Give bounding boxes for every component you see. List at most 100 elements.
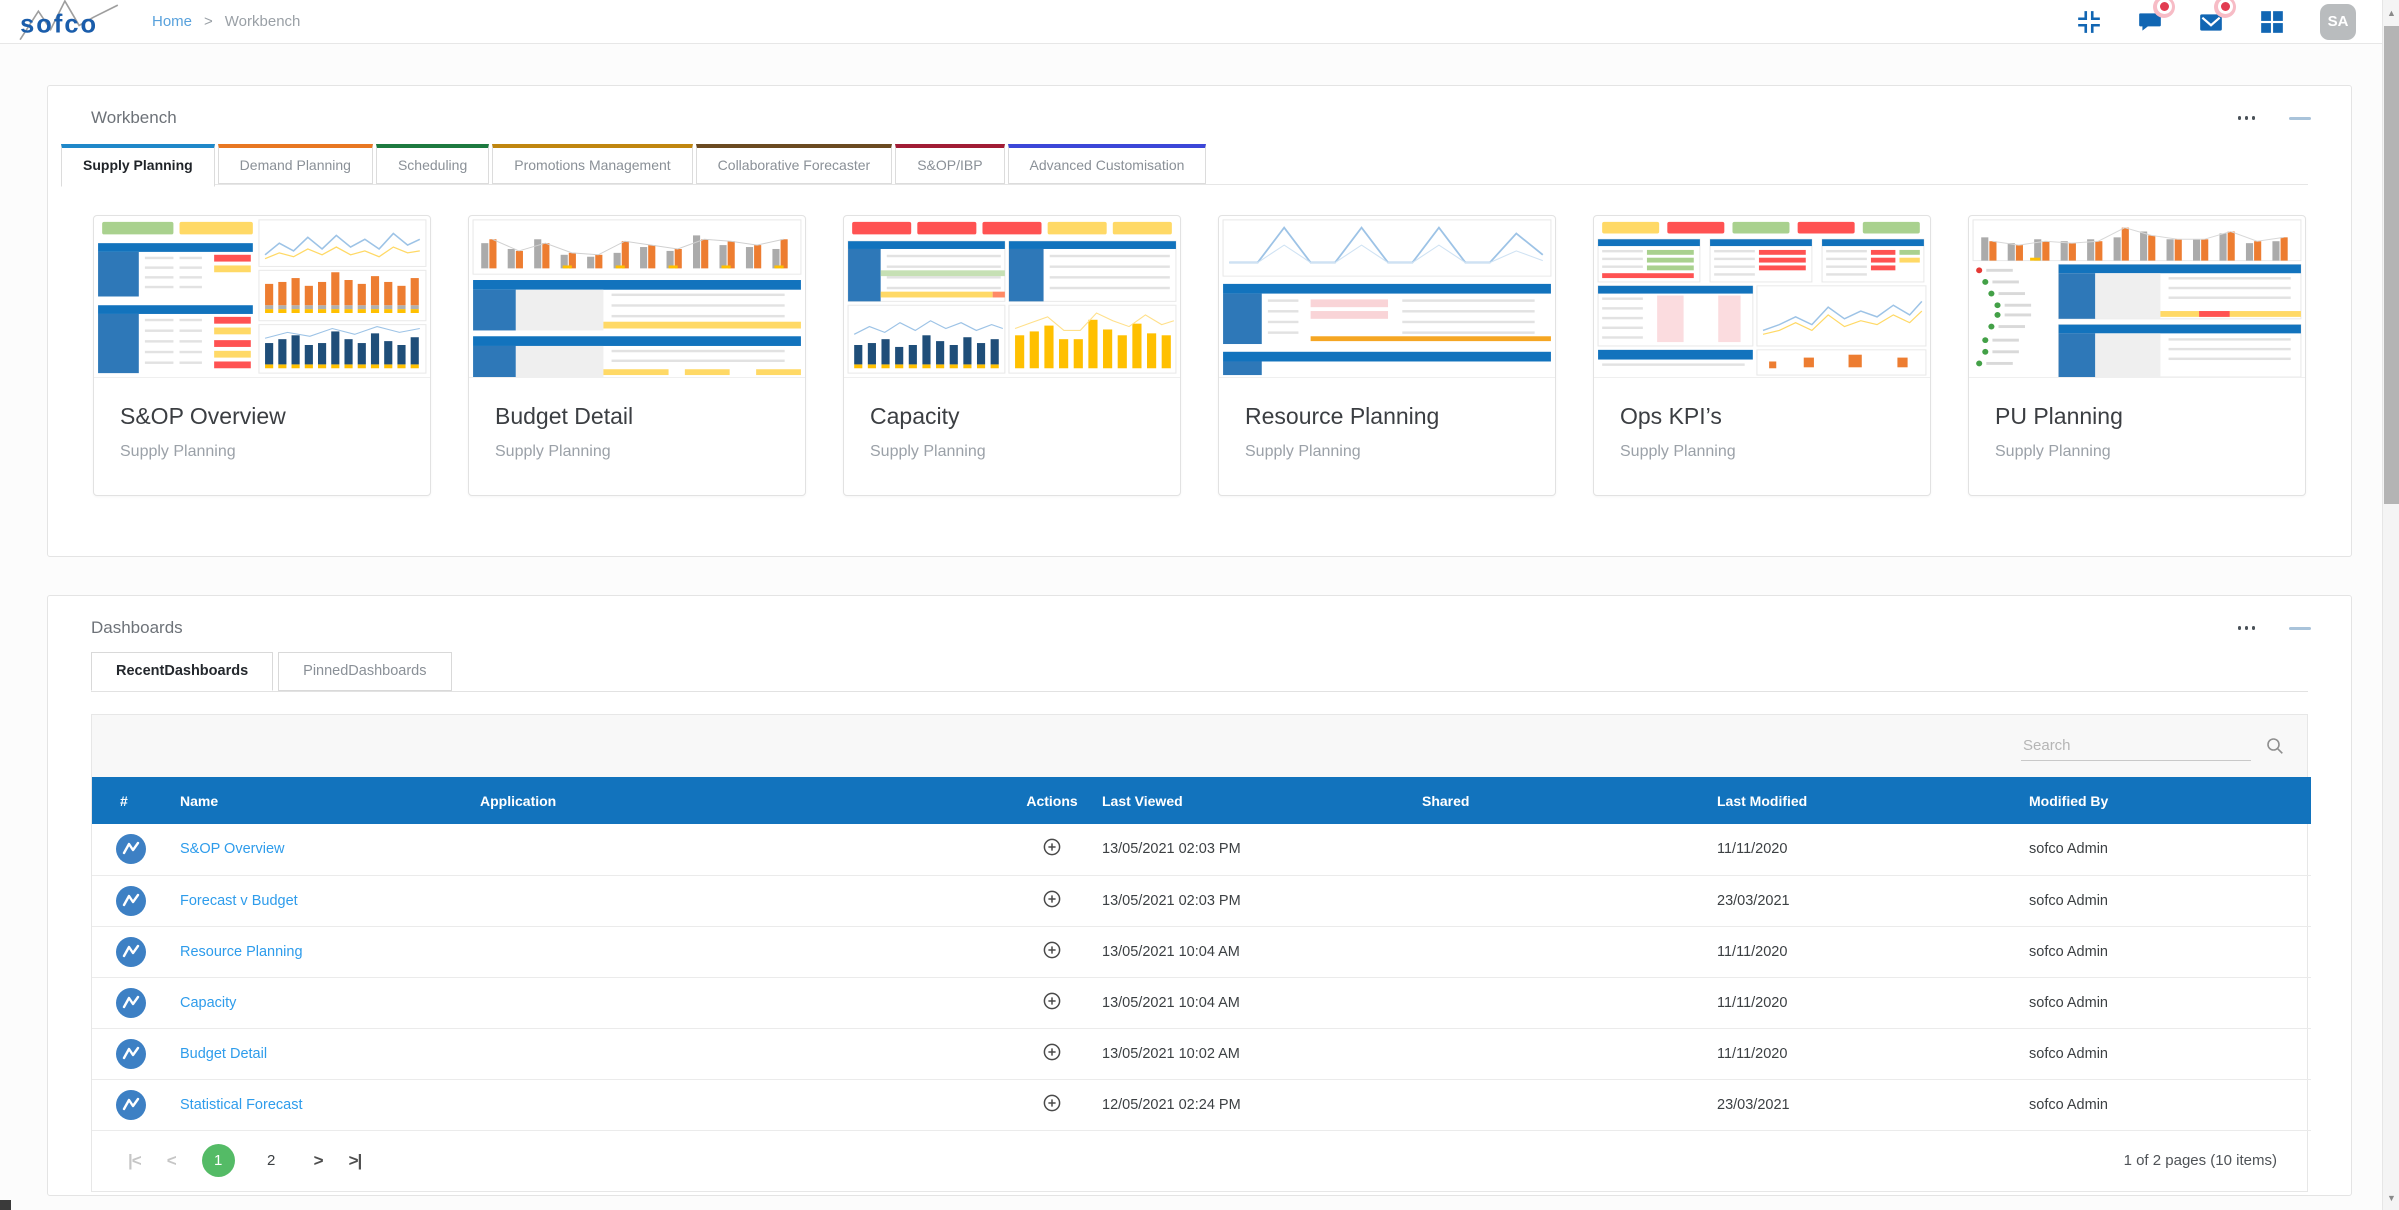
circled-plus-icon[interactable] <box>1042 837 1062 857</box>
user-avatar[interactable]: SA <box>2320 3 2356 40</box>
minimize-icon[interactable] <box>2289 116 2311 120</box>
dashboard-link[interactable]: S&OP Overview <box>180 841 285 858</box>
pagination-next-button[interactable]: > <box>313 1150 324 1170</box>
chat-notification-badge <box>2153 0 2175 18</box>
cell-shared <box>1422 926 1717 977</box>
card-subtitle: Supply Planning <box>1995 443 2111 460</box>
pagination-last-button[interactable]: >| <box>348 1150 363 1170</box>
workbench-tab[interactable]: Demand Planning <box>217 144 373 184</box>
dashboard-link[interactable]: Budget Detail <box>180 1045 268 1062</box>
sofco-logo[interactable]: sofco <box>16 0 128 44</box>
cell-last-viewed: 13/05/2021 02:03 PM <box>1102 841 1241 858</box>
workbench-tabs: Supply Planning Demand Planning Scheduling… <box>61 144 2308 187</box>
column-header: Name <box>180 777 480 824</box>
cell-modified-by: sofco Admin <box>2029 1096 2108 1113</box>
top-icon-group: SA <box>2076 0 2382 40</box>
card-title: PU Planning <box>1995 403 2123 429</box>
collapse-icon[interactable] <box>2076 9 2102 35</box>
cell-shared <box>1422 875 1717 926</box>
search-input[interactable] <box>2021 731 2251 761</box>
dashboards-tab[interactable]: PinnedDashboards <box>278 652 452 691</box>
workbench-tab[interactable]: Promotions Management <box>492 144 693 184</box>
column-header: Actions <box>1002 777 1102 824</box>
screen-corner-artifact <box>0 1200 11 1210</box>
minimize-icon[interactable] <box>2289 626 2311 630</box>
column-header: Modified By <box>2029 777 2311 824</box>
table-body: S&OP Overview 13/05/2021 02:03 PM 11/11/… <box>92 824 2311 1130</box>
cell-last-viewed: 13/05/2021 10:04 AM <box>1102 943 1240 960</box>
workbench-panel-header: Workbench <box>48 86 2351 128</box>
workbench-panel-title: Workbench <box>91 108 177 127</box>
workbench-tab[interactable]: Scheduling <box>375 144 490 184</box>
scrollbar-thumb[interactable] <box>2384 26 2399 504</box>
cell-application <box>480 875 1002 926</box>
circled-plus-icon[interactable] <box>1042 1093 1062 1113</box>
dashboard-link[interactable]: Statistical Forecast <box>180 1096 303 1113</box>
circled-plus-icon[interactable] <box>1042 991 1062 1011</box>
column-header: Last Modified <box>1717 777 2029 824</box>
workbench-tab[interactable]: Advanced Customisation <box>1007 144 1207 184</box>
dashboards-panel: Dashboards RecentDashboards PinnedDashboa… <box>47 595 2352 1196</box>
table-row: Capacity 13/05/2021 10:04 AM 11/11/2020 … <box>92 977 2311 1028</box>
dashboard-card[interactable]: Resource Planning Supply Planning <box>1218 215 1556 496</box>
logo-text: sofco <box>20 11 98 39</box>
workbench-tab[interactable]: Supply Planning <box>61 144 215 187</box>
circled-plus-icon[interactable] <box>1042 1042 1062 1062</box>
scroll-down-icon[interactable]: ▼ <box>2387 1192 2396 1203</box>
card-title: Ops KPI’s <box>1620 403 1722 429</box>
cell-modified-by: sofco Admin <box>2029 943 2108 960</box>
vertical-scrollbar[interactable]: ▲ ▼ <box>2382 0 2399 1210</box>
circled-plus-icon[interactable] <box>1042 889 1062 909</box>
cell-shared <box>1422 1079 1717 1130</box>
dashboard-card[interactable]: Budget Detail Supply Planning <box>468 215 806 496</box>
chat-icon[interactable] <box>2137 0 2175 35</box>
breadcrumb-home-link[interactable]: Home <box>152 13 193 30</box>
card-title: S&OP Overview <box>120 403 286 429</box>
dashboards-tab[interactable]: RecentDashboards <box>91 652 274 691</box>
search-icon[interactable] <box>2265 736 2285 756</box>
table-row: Budget Detail 13/05/2021 10:02 AM 11/11/… <box>92 1028 2311 1079</box>
card-thumbnail <box>1219 216 1555 378</box>
pagination-summary: 1 of 2 pages (10 items) <box>2123 1152 2277 1169</box>
scroll-up-icon[interactable]: ▲ <box>2387 7 2396 18</box>
pagination-first-button[interactable]: |< <box>128 1150 142 1170</box>
pagination-prev-button[interactable]: < <box>166 1150 177 1170</box>
dashboard-card[interactable]: Capacity Supply Planning <box>843 215 1181 496</box>
dashboards-panel-header: Dashboards <box>48 596 2351 638</box>
dashboard-link[interactable]: Resource Planning <box>180 943 303 960</box>
pagination-page-button[interactable]: 1 <box>201 1144 235 1177</box>
dashboard-card[interactable]: S&OP Overview Supply Planning <box>93 215 431 496</box>
dashboard-card[interactable]: Ops KPI’s Supply Planning <box>1593 215 1931 496</box>
cell-shared <box>1422 824 1717 875</box>
pagination-page-button[interactable]: 2 <box>255 1144 288 1177</box>
chart-line-icon <box>116 936 180 967</box>
card-thumbnail <box>469 216 805 378</box>
workbench-tab[interactable]: Collaborative Forecaster <box>695 144 893 184</box>
cell-application <box>480 977 1002 1028</box>
dashboards-panel-title: Dashboards <box>91 618 183 637</box>
dashboard-link[interactable]: Capacity <box>180 994 237 1011</box>
circled-plus-icon[interactable] <box>1042 940 1062 960</box>
workbench-tab[interactable]: S&OP/IBP <box>895 144 1005 184</box>
cell-last-viewed: 13/05/2021 02:03 PM <box>1102 892 1241 909</box>
dashboard-link[interactable]: Forecast v Budget <box>180 892 298 909</box>
dashboard-card[interactable]: PU Planning Supply Planning <box>1968 215 2306 496</box>
cell-last-viewed: 12/05/2021 02:24 PM <box>1102 1096 1241 1113</box>
chart-line-icon <box>116 987 180 1018</box>
card-subtitle: Supply Planning <box>870 443 986 460</box>
card-thumbnail <box>1969 216 2305 378</box>
ellipsis-icon[interactable] <box>2237 112 2255 124</box>
mail-notification-badge <box>2214 0 2236 18</box>
column-header: Shared <box>1422 777 1717 824</box>
ellipsis-icon[interactable] <box>2237 622 2255 634</box>
cell-last-viewed: 13/05/2021 10:04 AM <box>1102 994 1240 1011</box>
column-header: Last Viewed <box>1102 777 1422 824</box>
cell-last-modified: 11/11/2020 <box>1717 841 1788 858</box>
mail-icon[interactable] <box>2198 0 2236 35</box>
card-subtitle: Supply Planning <box>120 443 236 460</box>
column-header: Application <box>480 777 1002 824</box>
cell-modified-by: sofco Admin <box>2029 841 2108 858</box>
apps-grid-icon[interactable] <box>2259 9 2285 35</box>
cell-last-modified: 23/03/2021 <box>1717 1096 1790 1113</box>
